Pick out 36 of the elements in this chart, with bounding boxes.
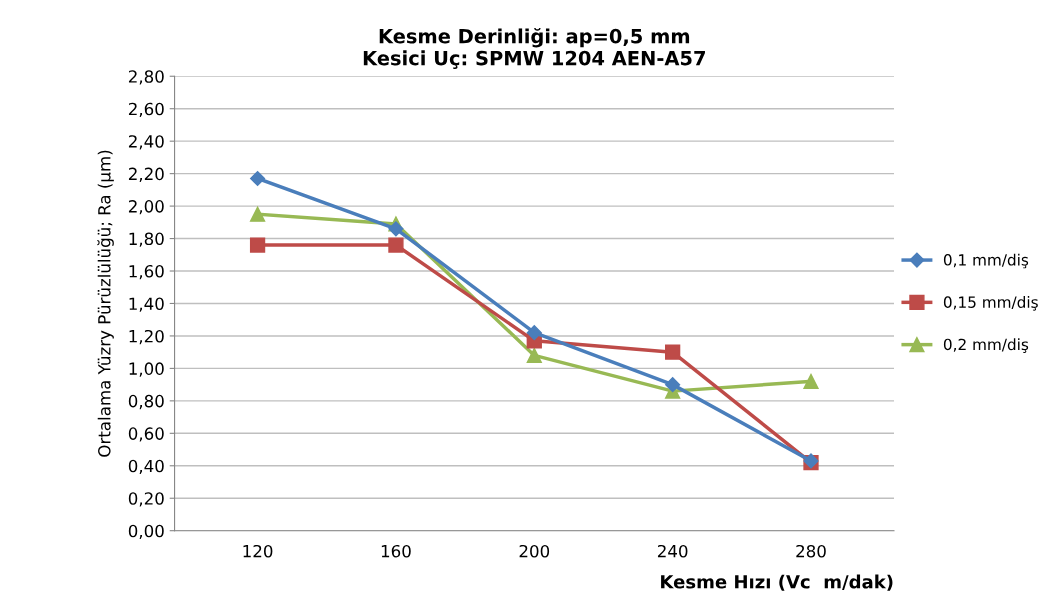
- chart-title: Kesme Derinliği: ap=0,5 mm Kesici Uç: SPMW 1204 AEN-A57: [363, 27, 705, 69]
- y-tick-label: 0,80: [128, 394, 164, 410]
- x-tick-label: 280: [796, 544, 826, 558]
- legend-label: 0,1 mm/diş: [943, 253, 1029, 269]
- y-tick-label: 1,40: [129, 297, 164, 312]
- y-tick-label: 0,00: [128, 524, 164, 539]
- x-tick-label: 200: [519, 544, 550, 558]
- legend-label: 0,2 mm/diş: [943, 338, 1029, 353]
- point: [249, 237, 266, 253]
- legend-label: 0,15 mm/diş: [943, 296, 1038, 311]
- y-tick-label: 2,40: [128, 135, 164, 150]
- point: [803, 373, 819, 390]
- x-axis-title: Kesme Hızı (Vc m/dak): [661, 574, 893, 591]
- y-tick-label: 2,60: [128, 102, 164, 117]
- y-tick-label: 1,00: [129, 362, 164, 377]
- y-tick-label: 2,00: [128, 200, 164, 215]
- point: [665, 344, 681, 360]
- y-tick-label: 2,20: [128, 167, 164, 182]
- point: [249, 206, 266, 222]
- y-tick-label: 1,20: [129, 329, 164, 345]
- point: [250, 170, 266, 187]
- x-tick-label: 120: [243, 544, 273, 558]
- point: [388, 221, 404, 237]
- y-axis-title: Ortalama Yüzry Pürüzlülüğü; Ra (µm): [97, 150, 114, 457]
- point: [526, 347, 542, 364]
- x-tick-label: 160: [381, 544, 411, 558]
- y-tick-label: 0,40: [128, 459, 164, 475]
- y-tick-label: 0,20: [128, 492, 164, 507]
- point: [388, 237, 404, 253]
- point: [526, 325, 542, 341]
- y-tick-label: 1,80: [129, 232, 164, 247]
- y-tick-label: 0,60: [128, 427, 164, 442]
- point: [665, 377, 681, 393]
- y-tick-label: 1,60: [129, 264, 164, 280]
- y-tick-label: 2,80: [128, 70, 164, 85]
- x-tick-label: 240: [657, 544, 688, 558]
